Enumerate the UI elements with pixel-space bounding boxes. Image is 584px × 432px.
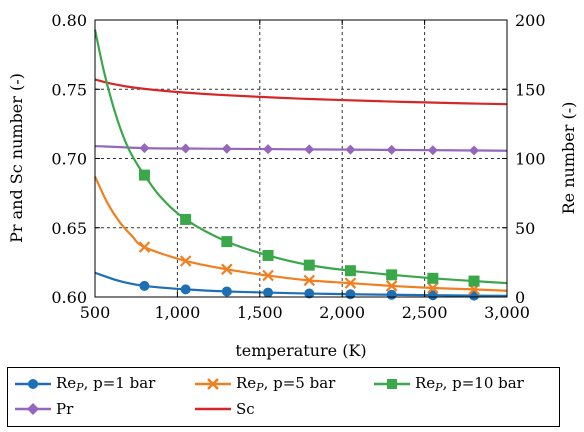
series-sc — [94, 78, 508, 106]
series-layer — [93, 29, 508, 301]
data-point — [304, 144, 315, 155]
axis-ticks: 500 1,000 1,500 2,000 2,500 3,0000.600.650.70… — [51, 11, 545, 322]
data-point — [304, 288, 315, 299]
legend-label-sc: Sc — [236, 400, 255, 418]
data-point — [427, 272, 439, 284]
y-left-tick-label: 0.65 — [51, 219, 87, 238]
x-tick-label: 500 — [80, 303, 111, 322]
data-point — [262, 249, 274, 261]
data-point — [263, 287, 274, 298]
legend-item-re-5bar: ReP, p=5 bar — [194, 374, 335, 394]
series-line-re-p-p-1-bar — [94, 271, 508, 297]
series-line-re-p-p-5-bar — [94, 176, 508, 292]
chart: 500 1,000 1,500 2,000 2,500 3,0000.600.650.70… — [7, 11, 578, 360]
data-point — [386, 289, 397, 300]
legend: ReP, p=1 bar ReP, p=5 bar ReP, p=10 bar … — [7, 367, 560, 427]
data-point — [221, 286, 232, 297]
data-point — [139, 143, 150, 154]
data-point — [345, 289, 356, 300]
legend-swatch-re-1bar — [15, 379, 51, 389]
y-right-tick-label: 50 — [515, 219, 535, 238]
y-right-tick-label: 150 — [515, 80, 546, 99]
x-tick-label: 1,500 — [237, 303, 283, 322]
data-point — [468, 275, 480, 287]
data-point — [180, 284, 191, 295]
x-tick-label: 3,000 — [484, 303, 530, 322]
y-right-tick-label: 100 — [515, 150, 546, 169]
y-left-tick-label: 0.80 — [51, 11, 87, 30]
legend-swatch-re-5bar — [195, 378, 231, 390]
data-point — [345, 144, 356, 155]
data-point — [221, 236, 233, 248]
legend-item-pr: Pr — [14, 400, 73, 418]
y-right-tick-label: 0 — [515, 288, 525, 307]
series-pr — [94, 143, 508, 156]
series-line-re-p-p-10-bar — [93, 29, 508, 285]
legend-item-sc: Sc — [194, 400, 255, 418]
y-left-tick-label: 0.70 — [51, 150, 87, 169]
data-point — [386, 144, 397, 155]
series-re-p-p-5-bar — [94, 176, 508, 296]
data-point — [180, 143, 191, 154]
data-point — [427, 282, 439, 294]
data-point — [179, 255, 192, 267]
y-axis-right-label: Re number (-) — [559, 102, 578, 215]
series-re-p-p-10-bar — [93, 29, 508, 287]
data-point — [385, 280, 398, 292]
x-tick-label: 2,000 — [319, 303, 365, 322]
x-tick-label: 1,000 — [154, 303, 200, 322]
legend-item-re-10bar: ReP, p=10 bar — [373, 374, 524, 394]
data-point — [139, 280, 150, 291]
series-re-p-p-1-bar — [94, 271, 508, 301]
legend-label-re-5bar: ReP, p=5 bar — [236, 374, 336, 394]
series-line-sc — [94, 78, 508, 106]
y-axis-left-label: Pr and Sc number (-) — [7, 73, 26, 243]
data-point — [221, 263, 233, 276]
data-point — [221, 143, 232, 154]
legend-swatch-re-10bar — [374, 379, 410, 389]
data-point — [386, 269, 398, 281]
legend-item-re-1bar: ReP, p=1 bar — [14, 374, 155, 394]
grid — [95, 20, 507, 297]
data-point — [427, 145, 438, 156]
data-point — [180, 213, 192, 225]
data-point — [303, 274, 316, 287]
data-point — [344, 277, 357, 289]
legend-swatch-pr — [15, 403, 51, 415]
legend-label-pr: Pr — [56, 400, 74, 418]
data-point — [138, 169, 150, 181]
x-tick-label: 2,500 — [402, 303, 448, 322]
series-line-pr — [94, 144, 508, 152]
y-left-tick-label: 0.75 — [51, 80, 87, 99]
data-point — [344, 265, 356, 277]
y-right-tick-label: 200 — [515, 11, 546, 30]
data-point — [303, 259, 315, 271]
legend-label-re-10bar: ReP, p=10 bar — [415, 374, 524, 394]
data-point — [469, 145, 480, 156]
data-point — [262, 269, 274, 282]
data-point — [427, 290, 438, 301]
data-point — [263, 144, 274, 155]
x-axis-label: temperature (K) — [235, 341, 366, 360]
legend-swatch-sc — [195, 407, 231, 411]
data-point — [138, 241, 151, 253]
y-left-tick-label: 0.60 — [51, 288, 87, 307]
legend-label-re-1bar: ReP, p=1 bar — [56, 374, 156, 394]
